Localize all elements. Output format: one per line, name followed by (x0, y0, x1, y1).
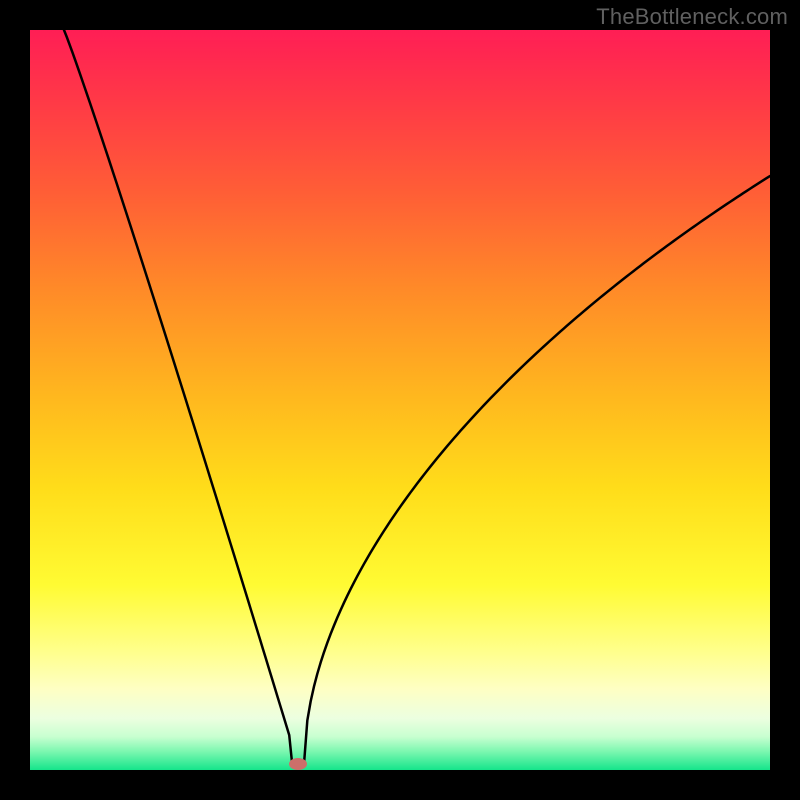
plot-background (30, 30, 770, 770)
chart-svg (0, 0, 800, 800)
watermark-text: TheBottleneck.com (596, 4, 788, 30)
vertex-marker (289, 758, 307, 770)
chart-root: TheBottleneck.com (0, 0, 800, 800)
